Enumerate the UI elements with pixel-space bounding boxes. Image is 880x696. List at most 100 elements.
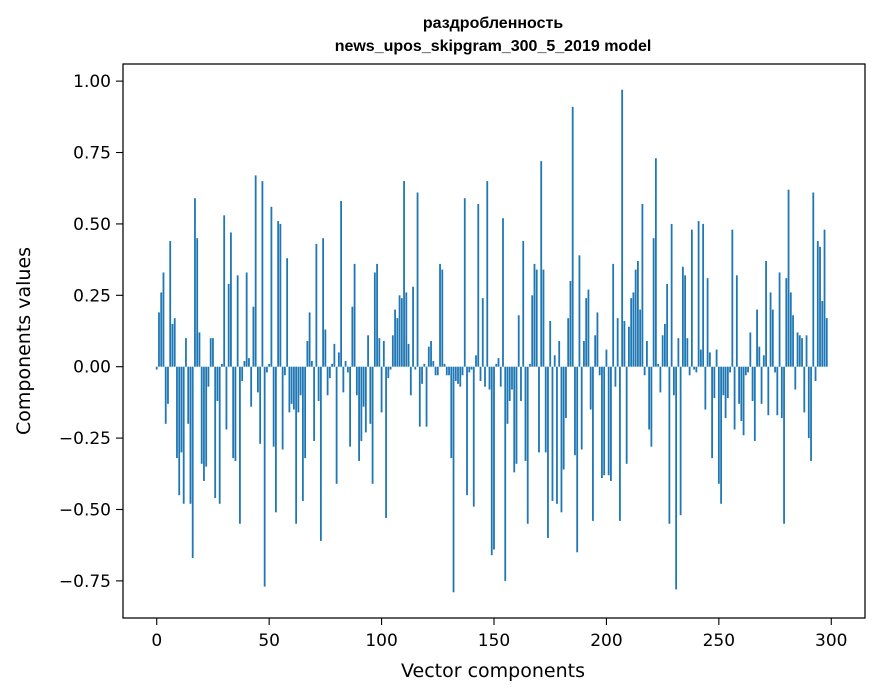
bar-component-222: [654, 158, 657, 367]
x-tick-label: 50: [258, 631, 280, 651]
bar-component-60: [290, 366, 293, 404]
bar-component-32: [227, 283, 230, 367]
bar-component-294: [816, 241, 819, 367]
bar-component-24: [209, 338, 212, 367]
bar-component-101: [382, 341, 385, 367]
y-tick-label: 0.00: [73, 358, 111, 378]
bar-component-96: [371, 366, 374, 484]
bar-component-192: [587, 289, 590, 367]
bar-component-269: [760, 366, 763, 404]
bar-component-291: [810, 366, 812, 461]
bar-component-250: [717, 366, 720, 484]
bar-component-166: [529, 363, 531, 367]
bar-component-22: [205, 366, 208, 467]
bar-component-64: [299, 366, 302, 396]
bar-component-209: [625, 366, 628, 464]
bar-component-268: [758, 346, 761, 367]
bar-component-241: [697, 221, 700, 367]
bar-component-280: [785, 278, 788, 367]
bar-component-271: [765, 261, 767, 367]
bar-component-242: [699, 349, 702, 367]
bar-component-251: [720, 366, 722, 504]
bar-component-259: [738, 366, 740, 404]
bar-component-224: [659, 366, 662, 393]
bar-component-139: [468, 366, 471, 373]
bar-component-221: [652, 238, 655, 367]
bar-component-193: [589, 366, 592, 410]
bar-component-245: [706, 278, 709, 367]
bar-component-41: [248, 358, 250, 367]
bar-component-205: [616, 318, 619, 367]
bar-component-0: [155, 366, 158, 370]
bar-component-111: [405, 292, 408, 367]
bar-component-39: [243, 360, 246, 367]
bar-component-151: [495, 363, 498, 367]
bar-component-80: [335, 366, 338, 484]
y-tick-label: 0.50: [73, 215, 111, 235]
bar-component-89: [355, 366, 358, 396]
bar-component-141: [472, 366, 475, 507]
bar-component-43: [252, 306, 255, 367]
bar-component-26: [214, 366, 217, 499]
bar-component-145: [481, 298, 484, 367]
bar-component-282: [789, 292, 792, 367]
bar-component-115: [414, 366, 417, 370]
bar-component-200: [605, 349, 608, 367]
bar-component-232: [677, 338, 680, 367]
bar-component-40: [245, 272, 248, 367]
bar-component-116: [416, 192, 419, 367]
bar-component-119: [423, 363, 426, 367]
bar-component-177: [553, 355, 556, 367]
bar-component-93: [364, 366, 367, 433]
bar-component-244: [704, 366, 707, 410]
bar-component-77: [328, 366, 331, 379]
y-tick-label: −0.75: [59, 572, 111, 592]
bar-component-47: [261, 181, 264, 367]
bar-component-36: [236, 275, 239, 367]
y-tick-label: 0.25: [73, 286, 111, 306]
bar-component-148: [488, 366, 491, 390]
bar-component-172: [542, 269, 545, 367]
bar-component-275: [774, 366, 776, 373]
bar-component-278: [780, 366, 783, 419]
bar-component-88: [353, 263, 356, 367]
bar-component-78: [331, 363, 334, 367]
bar-component-154: [502, 218, 504, 367]
bar-component-204: [614, 366, 617, 387]
bars-group: [155, 89, 828, 593]
bar-component-296: [821, 301, 824, 367]
bar-component-33: [230, 232, 232, 367]
bar-component-295: [819, 246, 821, 367]
bar-component-202: [610, 366, 612, 481]
bar-component-65: [301, 366, 304, 501]
bar-component-91: [360, 366, 363, 441]
bar-component-230: [672, 366, 675, 396]
bar-component-190: [583, 341, 585, 367]
bar-component-170: [538, 366, 540, 453]
x-tick-label: 100: [365, 631, 397, 651]
bar-component-27: [216, 366, 219, 401]
bar-component-162: [520, 366, 522, 401]
bar-component-195: [594, 335, 597, 367]
bar-component-18: [196, 238, 199, 367]
bar-component-124: [434, 366, 437, 376]
bar-component-106: [394, 309, 396, 367]
y-tick-label: 1.00: [73, 72, 111, 92]
bar-component-223: [657, 363, 660, 367]
bar-component-35: [234, 366, 237, 461]
y-tick-label: 0.75: [73, 144, 111, 164]
bar-component-180: [560, 366, 563, 513]
bar-component-216: [641, 203, 644, 367]
bar-component-30: [223, 215, 226, 367]
bar-component-233: [679, 366, 682, 516]
bar-component-16: [191, 366, 194, 559]
bar-component-118: [421, 366, 423, 384]
bar-component-267: [756, 309, 758, 367]
bar-component-168: [533, 263, 536, 367]
bar-component-113: [409, 366, 412, 396]
bar-component-185: [571, 106, 574, 367]
bar-component-8: [173, 318, 176, 367]
x-tick-label: 200: [590, 631, 622, 651]
bar-component-219: [648, 366, 651, 430]
bar-component-125: [436, 366, 439, 376]
